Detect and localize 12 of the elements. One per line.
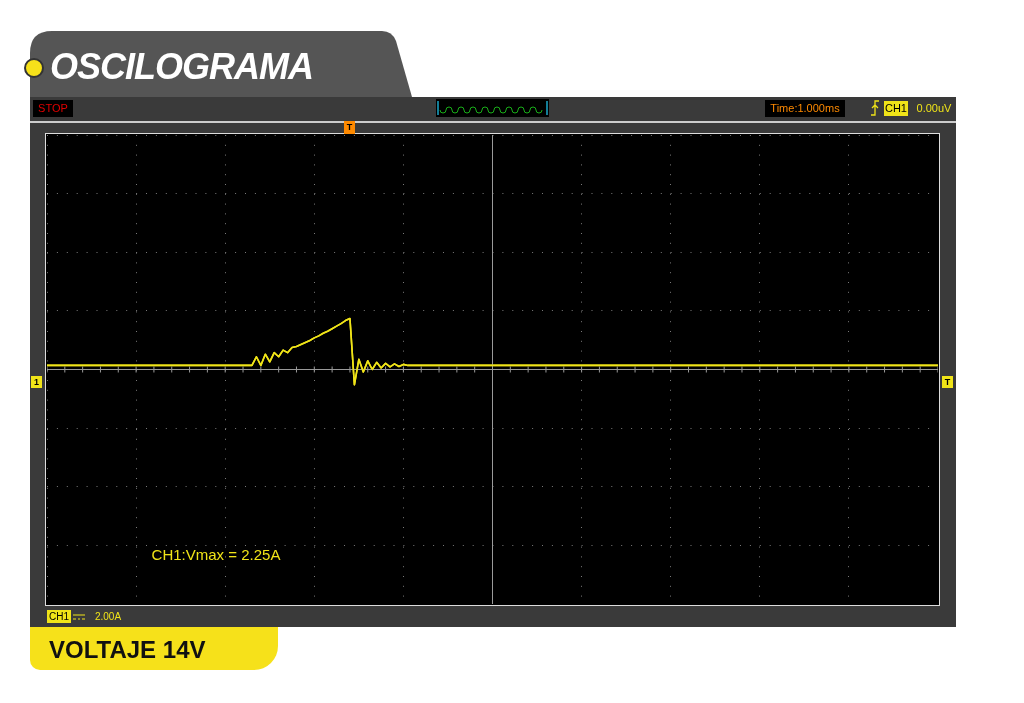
- text: CH1:Vmax = 2.25A: [150, 545, 282, 565]
- text: CH1: [884, 101, 908, 116]
- text: 1: [31, 376, 42, 388]
- text: 2.00A: [93, 610, 123, 623]
- text: CH1: [47, 610, 71, 623]
- chart-title: OSCILOGRAMA: [50, 46, 313, 88]
- text: STOP: [33, 100, 73, 117]
- text: T: [344, 121, 355, 134]
- text: 0.00uV: [915, 101, 953, 116]
- text: T: [942, 376, 953, 388]
- text: VOLTAJE 14V: [49, 636, 206, 664]
- text: Time:1.000ms: [765, 100, 845, 117]
